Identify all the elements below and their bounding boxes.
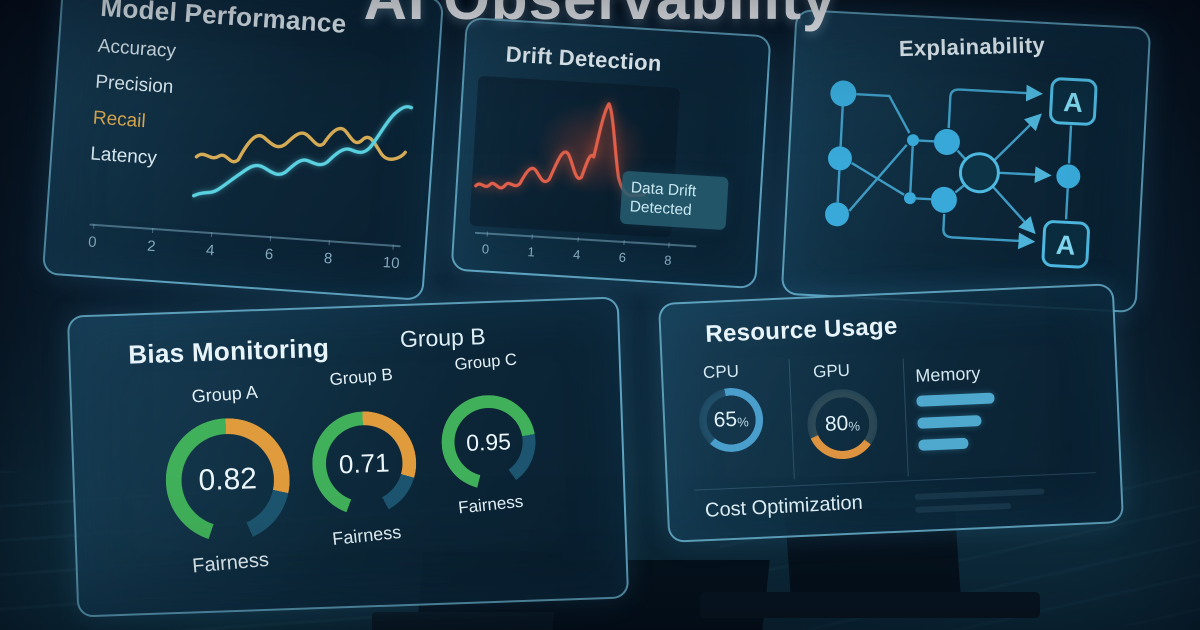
data-drift-badge: Data Drift Detected [619, 170, 729, 230]
wire [848, 144, 908, 212]
faint-detail-rows [914, 488, 1046, 520]
memory-bar [916, 392, 995, 407]
memory-bar-chart [916, 388, 1089, 461]
gauge-label-group-c: Group C [453, 350, 518, 374]
cpu-value-number: 65 [713, 407, 738, 432]
page-title: AI Observability [0, 0, 1200, 33]
cpu-label: CPU [702, 361, 740, 383]
central-node [958, 152, 1000, 194]
wire-elbow-top [947, 84, 1043, 129]
legend-item-recall: Recail [92, 107, 147, 133]
drift-line-chart [474, 102, 649, 198]
gauge-caption-group-b: Fairness [331, 521, 403, 549]
x-tick: 6 [618, 249, 627, 266]
wire [918, 139, 935, 143]
cost-optimization-label: Cost Optimization [704, 491, 864, 522]
wire-arrow [993, 113, 1042, 162]
fairness-gauge-group-a: 0.82 [164, 416, 292, 544]
panel-model-performance: Model Performance Accuracy Precision Rec… [41, 0, 445, 301]
input-node [825, 202, 850, 227]
hidden-node [933, 128, 960, 155]
drift-glow [536, 102, 649, 195]
fairness-gauge-group-b: 0.71 [310, 410, 418, 518]
drift-x-ticks: 0 1 4 6 8 [481, 241, 672, 268]
gauge-label-group-b: Group B [328, 364, 394, 390]
wire-elbow-bottom [942, 213, 1036, 250]
wire [1064, 188, 1069, 220]
output-box-top-label: A [1063, 87, 1084, 118]
amber-series-line [194, 126, 407, 164]
input-node [830, 80, 857, 107]
wire [1067, 125, 1073, 164]
wire-arrow [999, 166, 1052, 184]
panel-explainability: Explainability [780, 8, 1152, 314]
memory-bar [918, 437, 969, 451]
memory-bar [917, 415, 982, 429]
cpu-value: 65% [698, 387, 765, 454]
x-tick: 8 [323, 249, 333, 268]
explainability-network-diagram: A A [825, 77, 1098, 269]
legend-item-accuracy: Accuracy [97, 35, 177, 63]
gauge-value-group-c: 0.95 [465, 427, 512, 456]
resource-usage-title: Resource Usage [704, 312, 899, 349]
panel-resource-usage: Resource Usage CPU 65% GPU 80% Memory Co… [657, 283, 1125, 543]
drift-series-line [474, 102, 646, 198]
x-tick: 0 [87, 233, 98, 252]
x-tick: 10 [382, 254, 401, 273]
gauge-caption-group-c: Fairness [457, 491, 525, 518]
cyan-series-line [192, 104, 414, 198]
divider [902, 358, 909, 477]
wire [915, 197, 932, 201]
gauge-value-group-a: 0.82 [197, 462, 258, 498]
panel-bias-monitoring: Bias Monitoring Group B Group A 0.82 Fai… [66, 296, 630, 618]
output-node [1056, 164, 1081, 189]
memory-label: Memory [914, 363, 981, 386]
legend-item-precision: Precision [94, 71, 175, 98]
output-box-top [1049, 77, 1098, 126]
model-performance-legend: Accuracy Precision Recail Latency [89, 36, 177, 185]
cpu-value-unit: % [736, 413, 750, 430]
gauge-caption-group-a: Fairness [191, 548, 270, 578]
cpu-donut: 65% [698, 387, 765, 454]
drift-detection-title: Drift Detection [505, 41, 663, 76]
model-performance-line-chart [192, 104, 414, 198]
gpu-donut: 80% [806, 388, 879, 461]
hidden-node [930, 186, 957, 213]
monitor-stand-right-base [700, 592, 1040, 618]
legend-item-latency: Latency [89, 143, 158, 170]
x-tick: 0 [481, 241, 490, 257]
gpu-label: GPU [812, 360, 851, 382]
data-drift-badge-line2: Detected [629, 198, 693, 220]
x-tick: 2 [146, 237, 157, 256]
small-node [903, 192, 916, 205]
bias-monitoring-title: Bias Monitoring [127, 332, 330, 370]
bias-secondary-title: Group B [399, 323, 486, 353]
x-tick: 8 [663, 252, 672, 268]
panel-drift-detection: Drift Detection Data Drift Detected 0 1 … [450, 16, 772, 290]
small-node [907, 134, 920, 147]
input-node [827, 146, 852, 171]
gpu-value-number: 80 [824, 411, 849, 436]
wire [909, 146, 914, 193]
wire-arrow [991, 185, 1036, 235]
gpu-value: 80% [806, 388, 879, 461]
wire [836, 170, 841, 203]
model-performance-x-ticks: 0 2 4 6 8 10 [88, 233, 400, 272]
fairness-gauge-group-c: 0.95 [440, 393, 537, 490]
x-tick: 4 [205, 241, 215, 260]
divider [788, 359, 795, 480]
x-tick: 6 [264, 245, 274, 264]
x-tick: 4 [572, 246, 581, 263]
gpu-value-unit: % [848, 417, 861, 434]
output-box-bottom [1041, 220, 1090, 269]
x-tick: 1 [527, 244, 536, 260]
wire [856, 92, 911, 134]
wire [839, 106, 844, 147]
output-box-bottom-label: A [1055, 230, 1076, 261]
gauge-label-group-a: Group A [191, 381, 259, 407]
gauge-value-group-b: 0.71 [338, 447, 391, 479]
